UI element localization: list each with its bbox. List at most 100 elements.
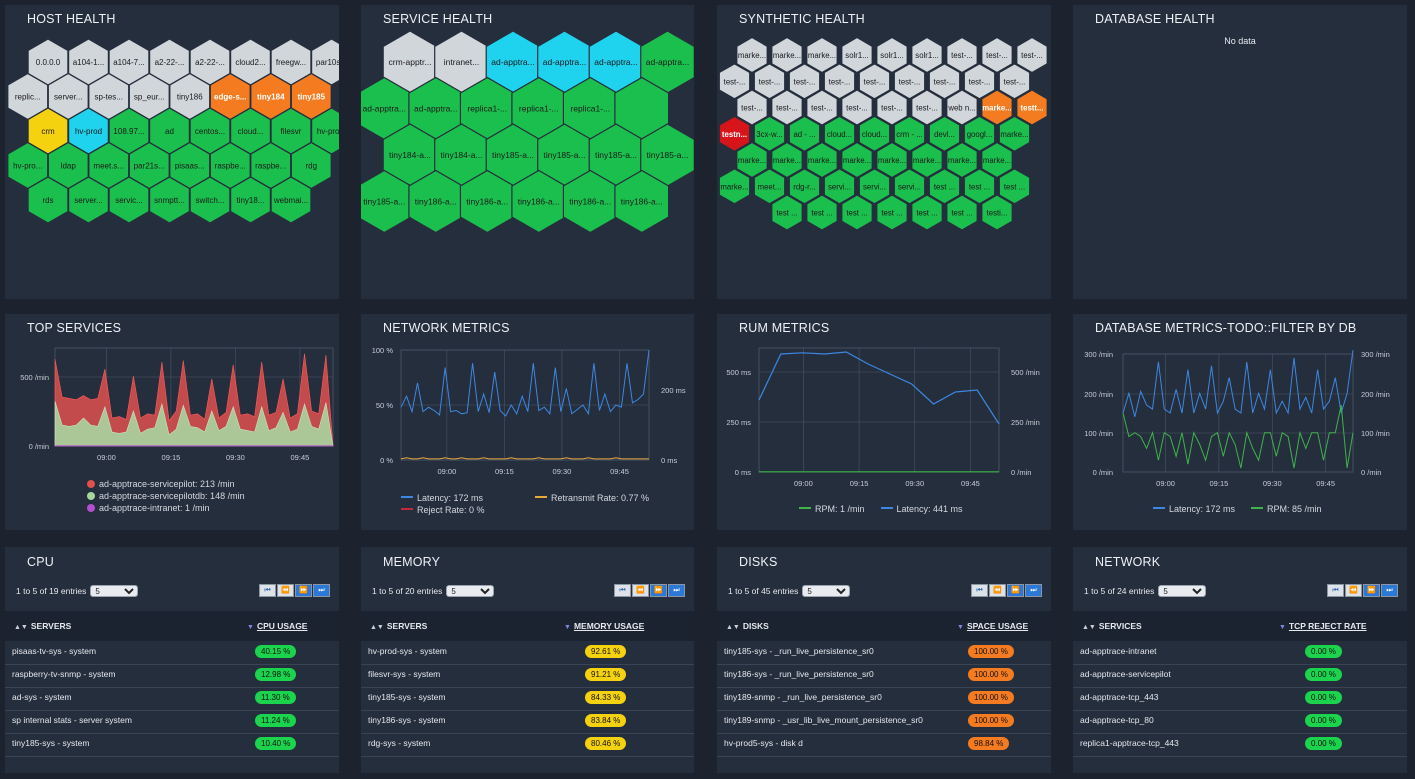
health-hex[interactable]: solr1... — [876, 36, 908, 74]
page-size-select[interactable]: 5 — [1158, 585, 1207, 597]
page-size-select[interactable]: 5 — [446, 585, 495, 597]
health-hex[interactable]: test-... — [876, 89, 908, 126]
table-row[interactable]: ad-apptrace-intranet 0.00 % — [1073, 641, 1407, 665]
health-hex[interactable]: test ... — [946, 194, 978, 231]
health-hex[interactable]: ad - ... — [788, 115, 821, 152]
health-hex[interactable]: test-... — [806, 89, 838, 126]
health-hex[interactable]: test-... — [858, 63, 891, 100]
health-hex[interactable]: test-... — [981, 36, 1013, 74]
health-hex[interactable]: marke... — [841, 141, 873, 179]
health-hex[interactable]: solr1... — [841, 36, 873, 74]
health-hex[interactable]: test ... — [998, 168, 1031, 205]
table-row[interactable]: tiny189-snmp - _run_live_persistence_sr0… — [717, 687, 1051, 711]
next-page-button[interactable]: ⏩ — [1007, 584, 1024, 597]
first-page-button[interactable]: ⏮ — [971, 584, 988, 597]
health-hex[interactable]: servi... — [893, 168, 926, 205]
first-page-button[interactable]: ⏮ — [1327, 584, 1344, 597]
top-services-chart[interactable]: 09:00 09:15 09:30 09:45 500 /min 0 /min — [5, 344, 339, 504]
health-hex[interactable]: test-... — [946, 36, 978, 74]
health-hex[interactable]: marke... — [718, 168, 751, 205]
health-hex[interactable]: solr1... — [911, 36, 943, 74]
column-header-name[interactable]: ▲▼ SERVICES — [1082, 621, 1142, 631]
table-row[interactable]: tiny186-sys - _run_live_persistence_sr0 1… — [717, 664, 1051, 688]
health-hex[interactable]: test-... — [928, 63, 961, 100]
health-hex[interactable]: switch... — [189, 176, 231, 224]
legend-item[interactable]: ad-apptrace-servicepilot: 213 /min — [87, 478, 245, 490]
prev-page-button[interactable]: ⏪ — [1345, 584, 1362, 597]
table-row[interactable]: ad-apptrace-tcp_443 0.00 % — [1073, 687, 1407, 711]
table-row[interactable]: hv-prod-sys - system 92.61 % — [361, 641, 694, 665]
health-hex[interactable]: test-... — [1016, 36, 1048, 74]
network-metrics-chart[interactable]: 09:00 09:15 09:30 09:45 100 % 50 % 0 % 200 ms 0 … — [361, 344, 694, 504]
page-size-select[interactable]: 5 — [90, 585, 139, 597]
health-hex[interactable]: test-... — [718, 63, 751, 100]
health-hex[interactable]: test-... — [736, 89, 768, 126]
health-hex[interactable]: crm - ... — [893, 115, 926, 152]
table-row[interactable]: pisaas-tv-sys - system 40.15 % — [5, 641, 339, 665]
health-hex[interactable]: marke... — [911, 141, 943, 179]
table-row[interactable]: raspberry-tv-snmp - system 12.98 % — [5, 664, 339, 688]
health-hex[interactable]: test-... — [753, 63, 786, 100]
latency-line[interactable] — [1122, 350, 1354, 418]
table-row[interactable]: tiny185-sys - system 10.40 % — [5, 733, 339, 757]
first-page-button[interactable]: ⏮ — [259, 584, 276, 597]
health-hex[interactable]: test ... — [806, 194, 838, 231]
table-row[interactable]: tiny189-snmp - _usr_lib_live_mount_persi… — [717, 710, 1051, 734]
health-hex[interactable]: test-... — [823, 63, 856, 100]
health-hex[interactable]: testt... — [1016, 89, 1048, 126]
legend-item[interactable]: Retransmit Rate: 0.77 % — [535, 493, 649, 503]
health-hex[interactable]: marke... — [981, 89, 1013, 126]
retransmit-line[interactable] — [400, 457, 649, 460]
prev-page-button[interactable]: ⏪ — [277, 584, 294, 597]
table-row[interactable]: tiny185-sys - system 84.33 % — [361, 687, 694, 711]
legend-item[interactable]: Latency: 441 ms — [880, 504, 963, 514]
page-size-select[interactable]: 5 — [802, 585, 851, 597]
legend-item[interactable]: Reject Rate: 0 % — [401, 505, 485, 515]
health-hex[interactable]: marke... — [981, 141, 1013, 179]
latency-line[interactable] — [400, 349, 650, 417]
rum-metrics-chart[interactable]: 09:00 09:15 09:30 09:45 500 ms 250 ms 0 ms 500 … — [717, 344, 1051, 504]
health-hex[interactable]: tiny186-a... — [614, 169, 670, 234]
health-hex[interactable]: servic... — [108, 176, 150, 224]
table-row[interactable]: sp internal stats - server system 11.24 % — [5, 710, 339, 734]
health-hex[interactable]: marke... — [771, 36, 803, 74]
health-hex[interactable]: test ... — [841, 194, 873, 231]
column-header-value[interactable]: ▼ CPU USAGE — [247, 621, 307, 631]
prev-page-button[interactable]: ⏪ — [989, 584, 1006, 597]
database-metrics-chart[interactable]: 09:00 09:15 09:30 09:45 300 /min 200 /min 100 … — [1073, 344, 1407, 504]
table-row[interactable]: ad-apptrace-tcp_80 0.00 % — [1073, 710, 1407, 734]
column-header-name[interactable]: ▲▼ SERVERS — [14, 621, 71, 631]
column-header-value[interactable]: ▼ MEMORY USAGE — [564, 621, 644, 631]
health-hex[interactable]: rds — [27, 176, 69, 224]
column-header-name[interactable]: ▲▼ DISKS — [726, 621, 769, 631]
health-hex[interactable]: web n... — [946, 89, 978, 126]
column-header-value[interactable]: ▼ SPACE USAGE — [957, 621, 1028, 631]
health-hex[interactable]: webmai... — [270, 176, 312, 224]
legend-item[interactable]: Latency: 172 ms — [401, 492, 535, 504]
health-hex[interactable]: test-... — [911, 89, 943, 126]
health-hex[interactable]: devl... — [928, 115, 961, 152]
health-hex[interactable]: marke... — [946, 141, 978, 179]
health-hex[interactable]: marke... — [736, 141, 768, 179]
table-row[interactable]: rdg-sys - system 80.46 % — [361, 733, 694, 757]
health-hex[interactable]: test ... — [911, 194, 943, 231]
last-page-button[interactable]: ⏭ — [1025, 584, 1042, 597]
last-page-button[interactable]: ⏭ — [1381, 584, 1398, 597]
health-hex[interactable]: testi... — [981, 194, 1013, 231]
health-hex[interactable]: tiny18... — [230, 176, 271, 224]
health-hex[interactable]: cloud... — [823, 115, 856, 152]
legend-item[interactable]: ad-apptrace-intranet: 1 /min — [87, 502, 245, 514]
table-row[interactable]: replica1-apptrace-tcp_443 0.00 % — [1073, 733, 1407, 757]
health-hex[interactable]: servi... — [858, 168, 891, 205]
health-hex[interactable]: test ... — [928, 168, 961, 205]
health-hex[interactable]: test-... — [893, 63, 926, 100]
health-hex[interactable]: test-... — [841, 89, 873, 126]
health-hex[interactable]: marke... — [736, 36, 768, 74]
health-hex[interactable]: test-... — [998, 63, 1031, 100]
health-hex[interactable]: cloud... — [858, 115, 891, 152]
table-row[interactable]: tiny186-sys - system 83.84 % — [361, 710, 694, 734]
last-page-button[interactable]: ⏭ — [668, 584, 685, 597]
health-hex[interactable]: test ... — [876, 194, 908, 231]
latency-line[interactable] — [758, 351, 1000, 425]
legend-item[interactable]: ad-apptrace-servicepilotdb: 148 /min — [87, 490, 245, 502]
